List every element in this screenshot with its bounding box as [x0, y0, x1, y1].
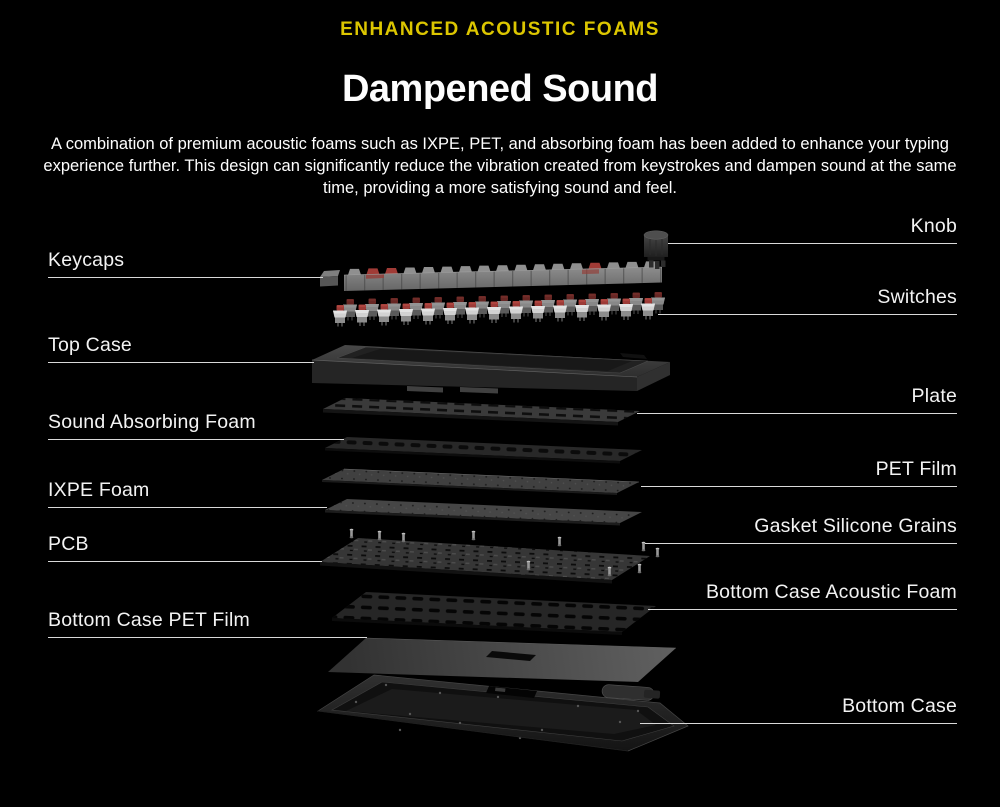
top-case-layer [311, 345, 670, 391]
pet-film-layer [322, 468, 640, 495]
label-pet-film: PET Film [641, 458, 957, 487]
label-gasket-silicone-grains: Gasket Silicone Grains [645, 515, 957, 544]
label-sound-absorbing-foam: Sound Absorbing Foam [48, 411, 344, 440]
knob [643, 230, 669, 269]
ixpe-foam-layer [325, 499, 642, 526]
label-pcb: PCB [48, 533, 322, 562]
label-plate: Plate [637, 385, 957, 414]
case-screws [354, 683, 640, 740]
bottom-case-acoustic-foam-layer [332, 592, 656, 635]
label-switches: Switches [658, 286, 957, 315]
keycaps-layer [320, 261, 663, 291]
page-title: Dampened Sound [341, 68, 659, 110]
exploded-keyboard-illustration [311, 230, 689, 752]
label-bottom-case-pet-film: Bottom Case PET Film [48, 609, 367, 638]
bottom-case-pet-film-layer [328, 637, 677, 682]
bottom-case-layer [317, 674, 689, 752]
page-description: A combination of premium acoustic foams … [43, 135, 957, 197]
label-ixpe-foam: IXPE Foam [48, 479, 327, 508]
plate-layer [323, 386, 640, 426]
label-bottom-case: Bottom Case [640, 695, 957, 724]
label-keycaps: Keycaps [48, 249, 323, 278]
eyebrow-text: ENHANCED ACOUSTIC FOAMS [340, 19, 660, 40]
switches-layer [333, 292, 665, 327]
usb-battery-module [601, 684, 661, 701]
label-top-case: Top Case [48, 334, 314, 363]
label-knob: Knob [668, 215, 957, 244]
label-bottom-case-acoustic-foam: Bottom Case Acoustic Foam [648, 581, 957, 610]
pcb-layer [320, 528, 660, 584]
sound-absorbing-foam-layer [325, 437, 642, 464]
